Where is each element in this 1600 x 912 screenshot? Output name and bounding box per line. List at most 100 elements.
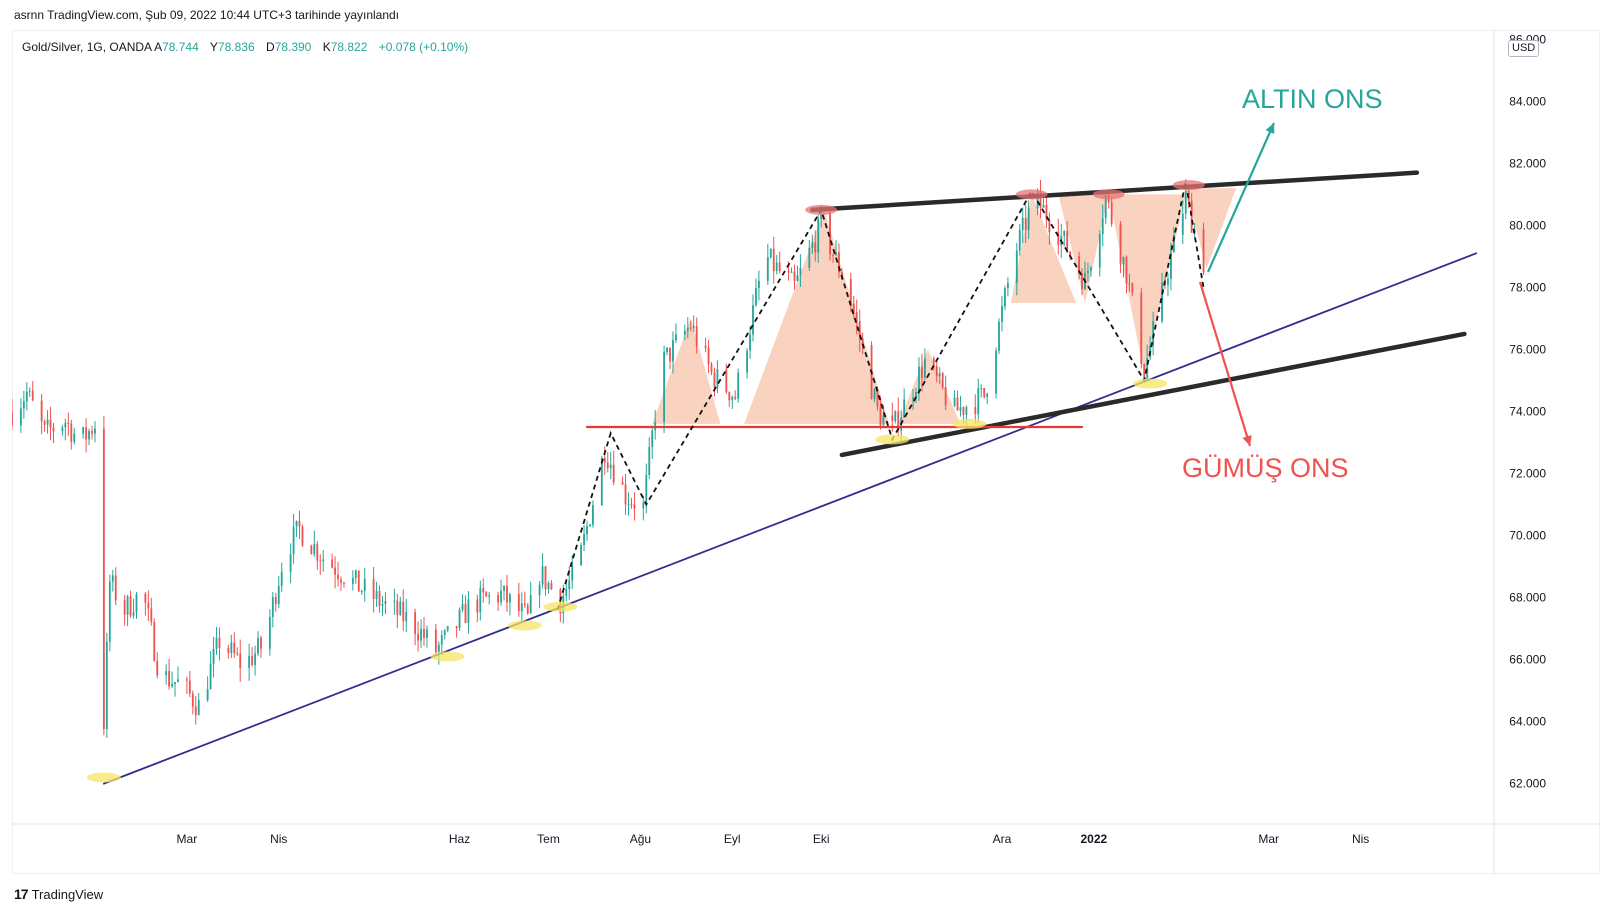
candle-body: [956, 397, 959, 411]
touch-point-marker: [875, 434, 910, 445]
candle-body: [758, 280, 760, 289]
high-label: Y: [209, 40, 218, 54]
candle-body: [251, 655, 254, 665]
candle-body: [194, 706, 197, 716]
candle-body: [737, 372, 740, 399]
candle-body: [129, 596, 132, 616]
candle-body: [12, 411, 13, 426]
candle-body: [520, 603, 523, 612]
candle-body: [191, 693, 194, 707]
candle-body: [645, 474, 648, 503]
x-tick-label: Nis: [270, 832, 287, 846]
candle-body: [1066, 230, 1069, 252]
candle-body: [351, 577, 354, 584]
high-value: 78.836: [217, 40, 255, 54]
candle-body: [295, 520, 298, 527]
candle-body: [986, 393, 989, 397]
candle-body: [1087, 270, 1089, 273]
candle-body: [523, 603, 526, 606]
candle-body: [168, 671, 171, 687]
candle-body: [108, 581, 111, 642]
candle-body: [375, 591, 378, 600]
candle-body: [94, 428, 96, 434]
candle-body: [274, 597, 277, 605]
candle-body: [292, 526, 295, 555]
price-chart[interactable]: ALTIN ONS GÜMÜŞ ONS 62.000 64.000 66.000 68.…: [12, 30, 1600, 874]
y-tick-label: 68.000: [1509, 591, 1546, 605]
candle-body: [165, 671, 168, 676]
candle-body: [998, 321, 1000, 351]
candle-body: [177, 679, 179, 683]
candle-body: [114, 575, 117, 601]
y-tick-label: 66.000: [1509, 653, 1546, 667]
candle-body: [1027, 208, 1030, 231]
candle-body: [799, 267, 802, 276]
candle-body: [1122, 256, 1125, 265]
y-tick-label: 64.000: [1509, 715, 1546, 729]
silver-annotation-label: GÜMÜŞ ONS: [1182, 453, 1349, 483]
candle-body: [1024, 217, 1027, 231]
pattern-fill: [744, 209, 890, 424]
touch-point-marker: [952, 418, 987, 429]
candle-body: [343, 582, 345, 584]
candle-body: [46, 419, 49, 425]
candle-body: [1039, 190, 1042, 208]
candle-body: [91, 430, 93, 434]
candle-body: [861, 338, 864, 346]
candle-body: [749, 334, 751, 351]
candle-body: [580, 545, 583, 566]
candle-body: [612, 464, 615, 483]
candle-body: [1140, 292, 1143, 364]
candle-body: [260, 637, 262, 649]
candle-body: [1101, 218, 1104, 235]
candle-body: [891, 415, 894, 422]
pattern-fill: [652, 318, 721, 424]
candle-body: [476, 599, 479, 613]
candle-body: [357, 570, 360, 592]
candle-body: [974, 407, 977, 415]
candle-body: [464, 604, 467, 624]
candle-body: [675, 334, 677, 341]
candle-body: [852, 303, 855, 313]
candle-body: [796, 275, 799, 281]
symbol-name[interactable]: Gold/Silver, 1G, OANDA: [22, 40, 152, 54]
candle-body: [123, 600, 126, 615]
candle-body: [150, 608, 153, 622]
candle-body: [642, 502, 645, 509]
candle-body: [88, 430, 90, 440]
currency-badge[interactable]: USD: [1508, 40, 1540, 57]
candle-body: [174, 682, 176, 684]
candle-body: [319, 560, 322, 562]
y-tick-label: 78.000: [1509, 280, 1546, 294]
candle-body: [965, 407, 968, 415]
candle-body: [73, 433, 76, 442]
candle-body: [268, 616, 271, 649]
symbol-legend[interactable]: Gold/Silver, 1G, OANDA A78.744 Y78.836 D…: [22, 40, 476, 54]
candle-body: [1190, 200, 1193, 233]
candle-body: [547, 583, 550, 590]
chart-frame[interactable]: ALTIN ONS GÜMÜŞ ONS 62.000 64.000 66.000 68.…: [12, 30, 1600, 874]
candle-body: [621, 482, 624, 485]
candle-body: [1057, 231, 1060, 246]
candle-body: [289, 554, 292, 572]
candle-body: [1069, 251, 1072, 257]
candle-body: [923, 358, 926, 378]
candle-body: [22, 401, 25, 409]
publish-info: asrnn TradingView.com, Şub 09, 2022 10:4…: [14, 8, 400, 22]
candle-body: [995, 350, 997, 394]
y-tick-label: 62.000: [1509, 777, 1546, 791]
candle-body: [1202, 229, 1205, 273]
candle-body: [1181, 213, 1184, 235]
candle-body: [1042, 204, 1045, 208]
candle-body: [962, 407, 965, 415]
candle-body: [254, 653, 256, 665]
y-tick-label: 80.000: [1509, 218, 1546, 232]
candle-body: [526, 605, 529, 614]
chart-outer-border: [12, 30, 1600, 874]
footer-brand[interactable]: 17 TradingView: [14, 886, 103, 902]
candle-body: [787, 270, 790, 273]
candle-body: [832, 254, 834, 256]
axes: 62.000 64.000 66.000 68.000 70.000 72.000 74.0…: [177, 32, 1547, 846]
candle-body: [835, 252, 837, 255]
candle-body: [541, 566, 544, 585]
